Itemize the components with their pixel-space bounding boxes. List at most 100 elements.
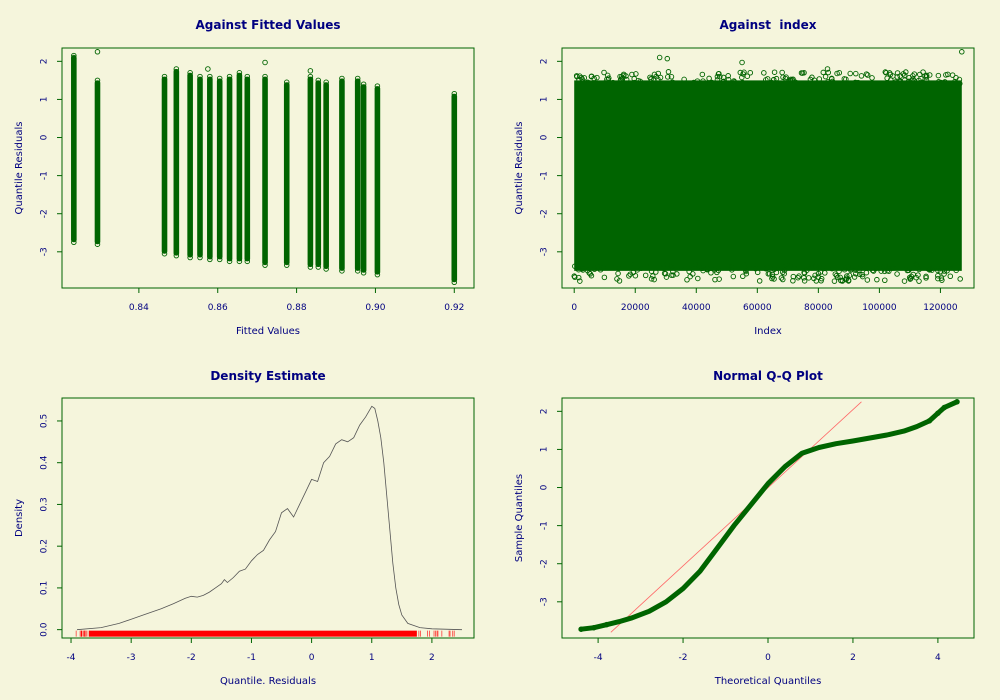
residual-point (626, 273, 632, 279)
column-bottom-point (161, 250, 168, 257)
residual-point (597, 267, 604, 273)
residual-point (801, 80, 808, 87)
residual-point (807, 76, 814, 83)
residual-point (655, 70, 661, 77)
y-axis-label: Quantile Residuals (14, 122, 25, 215)
residual-point (941, 79, 947, 86)
plot-frame (61, 47, 475, 289)
plot-frame (61, 397, 475, 639)
residual-point (781, 270, 787, 277)
residual-point (575, 274, 582, 281)
residual-point (631, 79, 638, 86)
x-tick-label: 0.92 (444, 303, 464, 313)
residual-point (633, 71, 639, 77)
x-tick-label: 4 (935, 653, 941, 663)
residual-point (790, 278, 796, 284)
residual-point (820, 69, 827, 76)
residual-point (913, 274, 919, 281)
residual-point (779, 69, 785, 76)
fitted-value-column (315, 80, 322, 268)
x-tick-label: 0.90 (365, 303, 385, 313)
column-top-point (71, 52, 77, 59)
residual-point (894, 271, 900, 277)
y-tick-label: 1 (40, 97, 50, 103)
residual-point (843, 76, 849, 82)
residual-point (935, 272, 941, 279)
fitted-value-column (197, 76, 203, 258)
column-top-point (339, 75, 345, 82)
residual-point (752, 80, 758, 87)
residual-point (884, 267, 891, 274)
y-tick-label: -3 (540, 247, 550, 256)
residual-point (889, 265, 895, 271)
outlier-point (205, 66, 211, 72)
residual-point (837, 274, 843, 281)
panel-against-fitted-values: Against Fitted Values Fitted Values Quan… (14, 18, 475, 337)
residual-point (692, 261, 698, 267)
y-tick-label: -2 (540, 559, 550, 568)
fitted-value-column (307, 76, 314, 268)
panel-title: Against Fitted Values (195, 18, 340, 32)
residual-point (584, 262, 591, 268)
x-tick-label: 1 (369, 653, 375, 663)
x-tick-label: -2 (187, 653, 196, 663)
residual-point (649, 80, 656, 86)
residual-point (820, 264, 826, 270)
column-bottom-point (339, 268, 345, 274)
residual-point (706, 81, 713, 88)
residual-point (591, 81, 598, 88)
residual-point (951, 82, 958, 88)
x-tick-label: -4 (67, 653, 76, 663)
residual-point (843, 276, 849, 283)
residual-point (874, 276, 880, 283)
column-bottom-point (323, 266, 329, 272)
y-tick-label: -2 (540, 209, 550, 218)
residual-point (820, 81, 827, 88)
residual-point (604, 76, 610, 83)
residual-point (744, 73, 751, 79)
residual-point (870, 268, 877, 274)
column-top-point (236, 70, 243, 76)
panel-against-index: Against index Index Quantile Residuals 0… (514, 18, 975, 337)
residual-point (573, 73, 580, 79)
panel-density-estimate: Density Estimate Quantile. Residuals Den… (14, 369, 475, 687)
outlier-point (262, 59, 268, 66)
residual-point (684, 277, 690, 283)
y-tick-label: 0 (540, 134, 550, 140)
fitted-value-column (360, 84, 367, 273)
residual-point (600, 264, 607, 270)
residual-point (935, 72, 942, 79)
residual-point (910, 271, 916, 278)
residual-point (858, 73, 865, 79)
residual-point (743, 270, 750, 277)
residual-point (864, 277, 871, 283)
data-marks (578, 399, 960, 633)
residual-point (572, 274, 578, 280)
residual-point (729, 263, 735, 269)
data-marks (571, 49, 965, 284)
residual-point (903, 69, 909, 75)
residual-point (764, 265, 770, 271)
residual-point (901, 278, 908, 284)
column-bottom-point (283, 262, 290, 268)
qq-point-curve (578, 399, 960, 632)
column-bottom-point (197, 254, 203, 261)
outlier-point (664, 55, 671, 62)
column-bottom-point (262, 262, 268, 268)
outlier-point (695, 275, 701, 282)
panel-title: Against index (720, 18, 817, 32)
residual-point (853, 271, 859, 277)
residual-point (945, 71, 951, 78)
residual-point (648, 276, 655, 282)
residual-point (897, 80, 903, 87)
x-tick-label: 0 (571, 303, 577, 313)
residual-point (714, 77, 721, 83)
residual-point (664, 262, 670, 269)
x-tick-label: 60000 (743, 303, 772, 313)
residual-point (787, 77, 793, 84)
column-top-point (94, 77, 101, 84)
column-top-point (207, 73, 213, 80)
residual-point (851, 274, 858, 280)
residual-point (714, 73, 721, 80)
qq-reference-line (610, 401, 862, 633)
